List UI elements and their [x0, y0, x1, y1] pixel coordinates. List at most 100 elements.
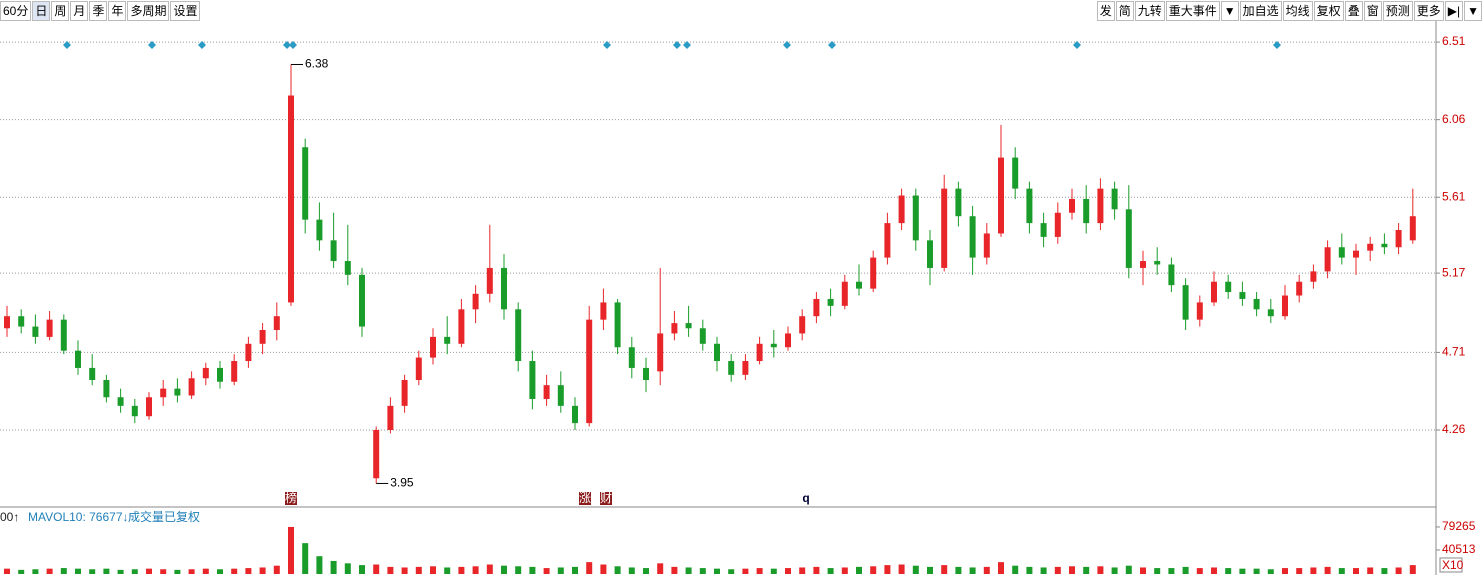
candle-body — [231, 361, 238, 382]
volume-bar — [1168, 568, 1175, 574]
volume-bar — [969, 567, 976, 574]
volume-header: 00↑ — [0, 510, 19, 524]
candle-body — [614, 302, 621, 348]
event-diamond — [603, 41, 611, 49]
event-label: q — [802, 491, 809, 505]
volume-bar — [75, 568, 81, 574]
candle-body — [1239, 292, 1246, 299]
candle-body — [1054, 212, 1061, 237]
toolbar-button[interactable]: ▶| — [1444, 1, 1464, 21]
toolbar-button[interactable]: 年 — [108, 1, 127, 21]
toolbar-button[interactable]: 复权 — [1313, 1, 1344, 21]
toolbar-button[interactable]: ▼ — [1220, 1, 1239, 21]
toolbar-button[interactable]: 周 — [51, 1, 70, 21]
toolbar-button[interactable]: 重大事件 — [1165, 1, 1220, 21]
candle-body — [912, 195, 919, 241]
volume-bar — [302, 543, 309, 574]
toolbar-button[interactable]: ▼ — [1464, 1, 1482, 21]
candle-body — [728, 361, 735, 375]
toolbar-button[interactable]: 60分 — [0, 1, 32, 21]
volume-bar — [1338, 568, 1345, 574]
toolbar-button[interactable]: 更多 — [1413, 1, 1444, 21]
volume-bar — [174, 569, 181, 574]
toolbar-button[interactable]: 预测 — [1382, 1, 1413, 21]
candle-body — [316, 219, 323, 241]
volume-bar — [770, 568, 777, 574]
y-tick-label: 79265 — [1442, 519, 1476, 533]
event-diamond — [283, 41, 291, 49]
candle-body — [969, 216, 976, 258]
volume-bar — [160, 569, 167, 574]
event-label: 财 — [600, 491, 612, 505]
volume-bar — [273, 565, 280, 574]
volume-bar — [699, 568, 706, 574]
volume-bar — [231, 568, 238, 574]
event-box — [285, 492, 297, 505]
candle-body — [501, 267, 507, 310]
toolbar-button[interactable]: 月 — [70, 1, 89, 21]
candle-body — [288, 95, 294, 303]
volume-bar — [373, 564, 380, 574]
volume-bar — [1040, 567, 1047, 574]
event-diamond — [63, 41, 71, 49]
candle-body — [146, 397, 152, 417]
volume-bar — [756, 568, 763, 574]
volume-bar — [117, 569, 124, 574]
volume-bar — [131, 569, 138, 574]
volume-bar — [600, 564, 607, 574]
toolbar-button[interactable]: 叠 — [1344, 1, 1363, 21]
candle-body — [344, 261, 351, 275]
candle-body — [557, 385, 564, 406]
candle-body — [1338, 247, 1345, 258]
y-tick-label: 6.51 — [1442, 34, 1466, 48]
toolbar-button[interactable]: 九转 — [1134, 1, 1165, 21]
toolbar-button[interactable]: 多周期 — [127, 1, 170, 21]
volume-bar — [1111, 567, 1118, 574]
toolbar-button[interactable]: 日 — [32, 1, 51, 21]
volume-bar — [245, 568, 252, 574]
event-diamond — [683, 41, 691, 49]
candle-body — [543, 385, 550, 399]
volume-bar — [1140, 567, 1146, 574]
candle-body — [117, 397, 124, 406]
volume-bar — [1395, 567, 1402, 574]
candle-body — [770, 343, 777, 348]
volume-bar — [1367, 567, 1374, 574]
toolbar-button[interactable]: 发 — [1096, 1, 1115, 21]
toolbar-button[interactable]: 设置 — [170, 1, 201, 21]
volume-bar — [89, 569, 96, 574]
toolbar-button[interactable]: 季 — [89, 1, 108, 21]
volume-bar — [827, 568, 834, 574]
candle-body — [1267, 309, 1274, 317]
volume-bar — [898, 564, 905, 574]
candle-body — [856, 281, 862, 289]
candle-body — [103, 380, 110, 398]
unit-label: X10 — [1442, 558, 1464, 572]
candle-body — [1196, 302, 1203, 320]
volume-bar — [415, 566, 422, 574]
candle-body — [1083, 198, 1090, 224]
candle-body — [359, 274, 365, 327]
volume-bar — [1296, 568, 1303, 574]
toolbar-button[interactable]: 简 — [1115, 1, 1134, 21]
toolbar: 60分日周月季年多周期 设置 发简九转 重大事件 ▼ 加自选 均线 复权叠窗预测 更多 ▶| ▼ — [0, 0, 1483, 21]
candle-body — [1154, 261, 1161, 265]
y-tick-label: 5.61 — [1442, 189, 1466, 203]
candle-body — [799, 316, 806, 334]
candle-body — [1225, 281, 1232, 293]
event-diamond — [198, 41, 206, 49]
event-diamond — [828, 41, 836, 49]
toolbar-left: 60分日周月季年多周期 设置 — [0, 0, 201, 21]
toolbar-button[interactable]: 窗 — [1363, 1, 1382, 21]
toolbar-button[interactable]: 均线 — [1282, 1, 1313, 21]
candle-body — [1182, 285, 1189, 320]
candle-body — [955, 188, 962, 217]
candle-body — [983, 233, 990, 258]
toolbar-button[interactable]: 加自选 — [1239, 1, 1282, 21]
candle-body — [1140, 261, 1146, 268]
volume-bar — [316, 556, 323, 574]
volume-bar — [557, 567, 564, 574]
candle-body — [756, 343, 763, 362]
